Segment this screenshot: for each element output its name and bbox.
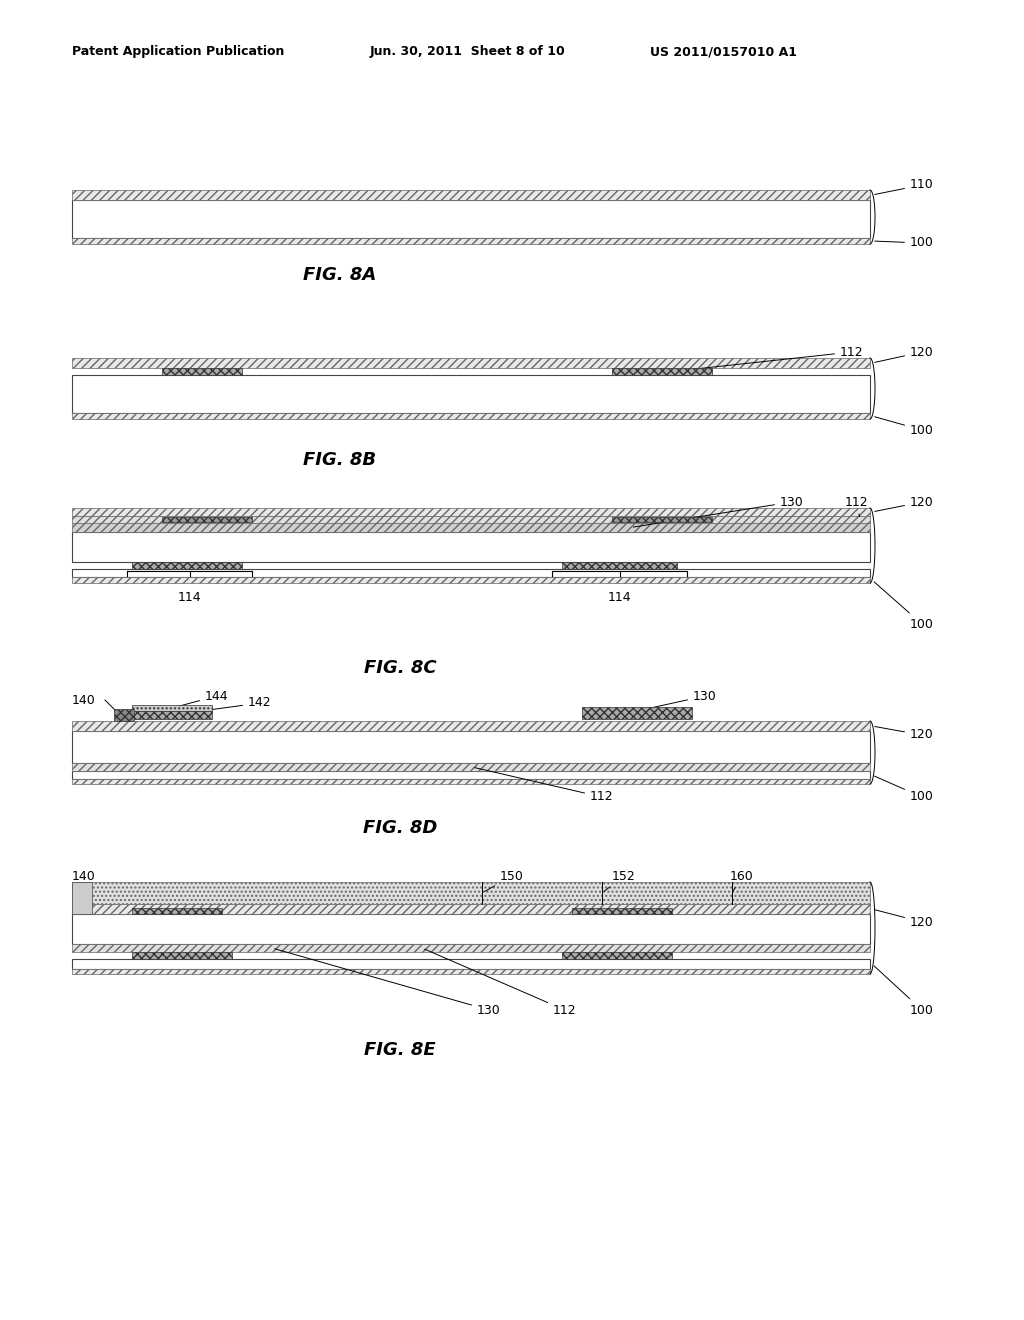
Text: 100: 100: [874, 776, 934, 804]
Bar: [72, 577, 870, 583]
Text: 114: 114: [607, 591, 632, 605]
Bar: [72, 763, 870, 771]
Text: FIG. 8B: FIG. 8B: [303, 451, 377, 469]
Text: 120: 120: [874, 346, 934, 363]
Text: 120: 120: [874, 726, 934, 742]
Bar: [72, 532, 870, 562]
Text: 150: 150: [484, 870, 524, 891]
Text: FIG. 8E: FIG. 8E: [365, 1041, 436, 1059]
Bar: [72, 913, 870, 944]
Bar: [72, 944, 870, 952]
Text: 130: 130: [634, 495, 804, 527]
Bar: [72, 523, 870, 532]
Bar: [72, 721, 870, 731]
Bar: [72, 190, 870, 201]
Bar: [72, 882, 870, 904]
Bar: [132, 908, 222, 913]
Bar: [162, 368, 242, 375]
Text: 112: 112: [425, 949, 577, 1016]
Bar: [132, 562, 242, 569]
Bar: [114, 709, 134, 721]
Bar: [72, 960, 870, 969]
Text: 144: 144: [175, 689, 228, 708]
Bar: [72, 375, 870, 413]
Text: 100: 100: [874, 582, 934, 631]
Text: US 2011/0157010 A1: US 2011/0157010 A1: [650, 45, 797, 58]
Text: 100: 100: [874, 417, 934, 437]
Bar: [72, 969, 870, 974]
Bar: [72, 882, 92, 913]
Bar: [72, 516, 870, 523]
Text: 112: 112: [675, 346, 863, 371]
Bar: [72, 238, 870, 244]
Bar: [72, 358, 870, 368]
Bar: [612, 368, 712, 375]
Text: Jun. 30, 2011  Sheet 8 of 10: Jun. 30, 2011 Sheet 8 of 10: [370, 45, 565, 58]
Text: 160: 160: [730, 870, 754, 891]
Text: 120: 120: [874, 909, 934, 928]
Text: 114: 114: [178, 591, 202, 605]
Bar: [582, 708, 692, 719]
Text: 140: 140: [72, 693, 96, 706]
Text: 130: 130: [274, 949, 501, 1016]
Text: 112: 112: [475, 768, 613, 804]
Bar: [72, 413, 870, 418]
Bar: [612, 517, 712, 521]
Bar: [572, 908, 672, 913]
Text: FIG. 8A: FIG. 8A: [303, 267, 377, 284]
Bar: [72, 508, 870, 516]
Text: FIG. 8C: FIG. 8C: [364, 659, 436, 677]
Text: 142: 142: [175, 697, 271, 714]
Text: 120: 120: [874, 495, 934, 511]
Text: 130: 130: [640, 689, 717, 710]
Text: Patent Application Publication: Patent Application Publication: [72, 45, 285, 58]
Bar: [72, 904, 870, 913]
Text: 140: 140: [72, 870, 96, 883]
Bar: [72, 731, 870, 763]
Bar: [72, 201, 870, 238]
Text: FIG. 8D: FIG. 8D: [362, 818, 437, 837]
Bar: [562, 952, 672, 960]
Bar: [72, 569, 870, 577]
Bar: [562, 562, 677, 569]
Bar: [72, 779, 870, 784]
Bar: [132, 705, 212, 711]
Text: 112: 112: [845, 495, 868, 516]
Bar: [132, 711, 212, 719]
Bar: [132, 952, 232, 960]
Text: 110: 110: [874, 178, 934, 194]
Text: 152: 152: [604, 870, 636, 891]
Text: 100: 100: [874, 236, 934, 249]
Bar: [162, 517, 252, 521]
Text: 100: 100: [874, 966, 934, 1016]
Bar: [72, 771, 870, 779]
